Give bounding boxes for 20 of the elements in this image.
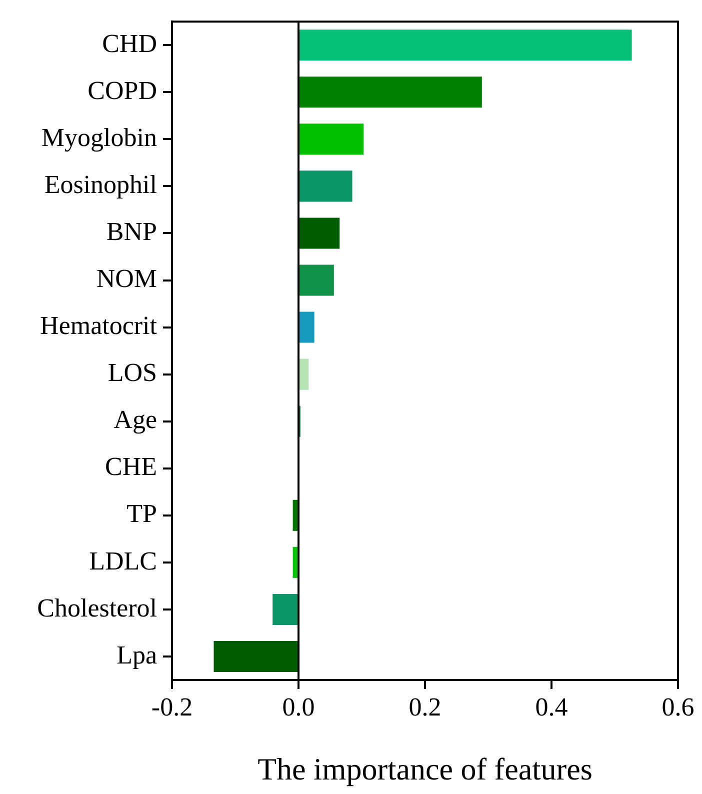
y-tick-label: Hematocrit <box>40 311 158 340</box>
y-tick-label: NOM <box>96 264 157 294</box>
y-tick-label: Eosinophil <box>44 170 157 200</box>
y-tick-label: LOS <box>108 358 157 388</box>
y-tick-label: Lpa <box>116 640 158 670</box>
y-tick-label: CHD <box>102 28 157 58</box>
y-tick-label: Cholesterol <box>37 593 157 622</box>
y-tick-label: TP <box>126 499 157 528</box>
x-tick-label: -0.2 <box>151 692 193 722</box>
y-tick-label: Myoglobin <box>41 123 157 152</box>
y-tick-label: LDLC <box>89 546 157 576</box>
x-tick-label: 0.6 <box>662 692 694 722</box>
y-tick-label: BNP <box>106 217 157 246</box>
x-tick-label: 0.0 <box>282 692 315 722</box>
x-tick-label: 0.2 <box>408 692 442 722</box>
y-tick-label: COPD <box>88 76 157 105</box>
y-tick-label: Age <box>114 405 157 434</box>
y-tick-label: CHE <box>105 452 157 482</box>
x-axis-title: The importance of features <box>258 752 592 787</box>
x-tick-label: 0.4 <box>535 692 568 722</box>
